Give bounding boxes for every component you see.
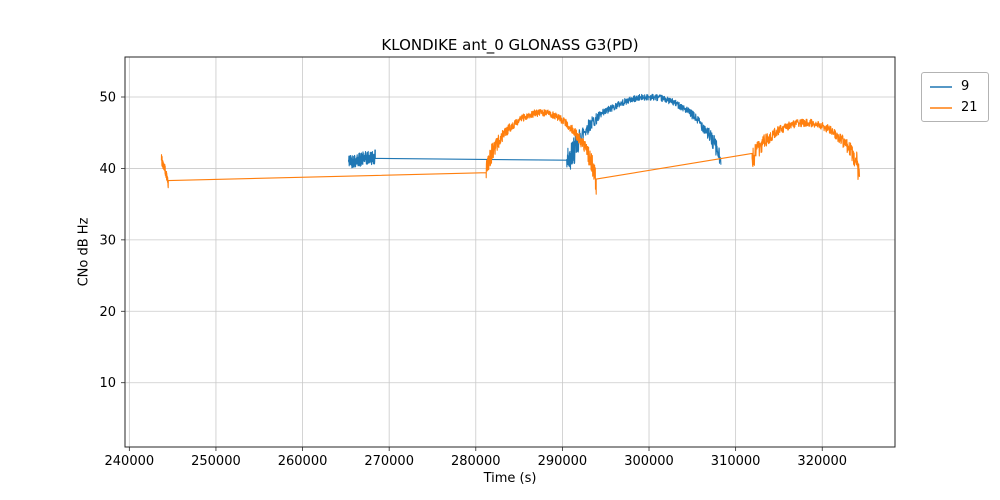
x-tick-label: 280000 bbox=[451, 454, 501, 469]
series-line-21 bbox=[160, 108, 861, 195]
y-axis-label: CNo dB Hz bbox=[76, 217, 92, 287]
chart-title: KLONDIKE ant_0 GLONASS G3(PD) bbox=[381, 36, 639, 54]
axes-spines bbox=[124, 56, 896, 448]
tick-labels: 240000 250000 260000 270000 280000 290000 3000… bbox=[99, 91, 847, 470]
y-tick-label: 40 bbox=[99, 162, 116, 177]
y-tick-label: 20 bbox=[99, 305, 116, 320]
x-tick-label: 290000 bbox=[538, 454, 588, 469]
y-tick-label: 50 bbox=[99, 91, 116, 106]
y-tick-label: 10 bbox=[99, 376, 116, 391]
legend-label: 21 bbox=[961, 100, 978, 115]
x-tick-label: 310000 bbox=[711, 454, 761, 469]
legend-label: 9 bbox=[961, 79, 970, 94]
x-tick-label: 270000 bbox=[364, 454, 414, 469]
grid bbox=[125, 57, 895, 447]
x-tick-label: 300000 bbox=[624, 454, 674, 469]
ticks bbox=[121, 96, 823, 451]
legend-line-sample bbox=[930, 106, 952, 109]
legend-entry: 9 bbox=[929, 76, 978, 97]
x-tick-label: 260000 bbox=[278, 454, 328, 469]
legend-line-sample bbox=[930, 85, 952, 88]
x-axis-label: Time (s) bbox=[483, 471, 537, 486]
legend: 9 21 bbox=[921, 72, 989, 122]
series-lines bbox=[160, 93, 861, 195]
legend-entry: 21 bbox=[929, 97, 978, 118]
x-tick-label: 250000 bbox=[191, 454, 241, 469]
x-tick-label: 240000 bbox=[105, 454, 155, 469]
y-tick-label: 30 bbox=[99, 233, 116, 248]
series-line-9 bbox=[347, 93, 722, 170]
x-tick-label: 320000 bbox=[797, 454, 847, 469]
